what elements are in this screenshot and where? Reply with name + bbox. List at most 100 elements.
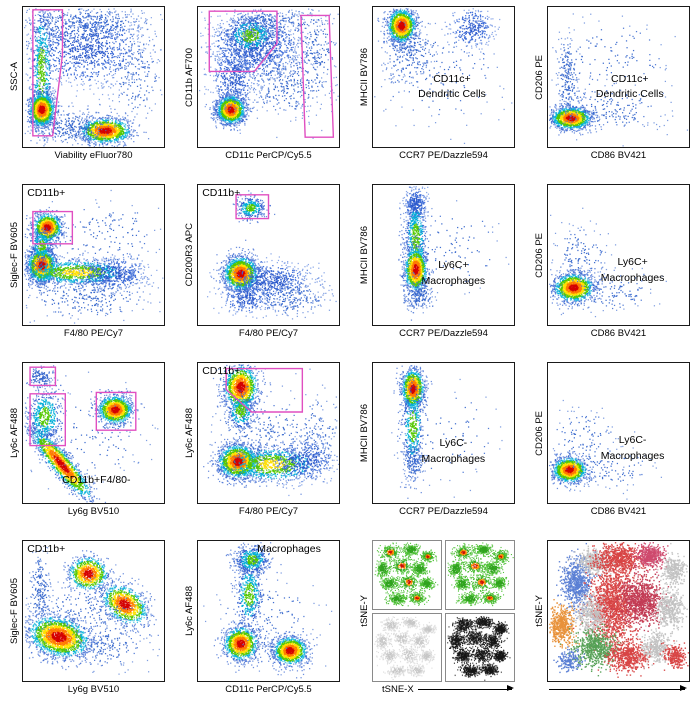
x-axis-label: CD11c PerCP/Cy5.5 (225, 684, 312, 695)
panel-ly6c-vs-f480: Ly6c AF488 CD11b+ F4/80 PE/Cy7 (175, 356, 350, 534)
y-axis: Ly6c AF488 (6, 362, 22, 504)
plot-annotation: Ly6C+ (617, 256, 648, 269)
plot-annotation: Dendritic Cells (418, 88, 486, 101)
density-plot-canvas (23, 363, 164, 503)
tsne-canvas (373, 541, 441, 609)
plot-annotation: CD11b+ (202, 364, 241, 377)
y-axis-label: Ly6c AF488 (8, 408, 20, 458)
plot-annotation: CD11b+F4/80- (62, 473, 131, 486)
panel-mhcii-vs-ccr7-dc: MHCII BV786 CD11c+ Dendritic Cells CCR7 P… (350, 0, 525, 178)
panel-ly6c-vs-ly6g: Ly6c AF488 CD11b+F4/80- Ly6g BV510 (0, 356, 175, 534)
x-axis-label: CD86 BV421 (590, 506, 647, 517)
x-axis-label: CD86 BV421 (590, 150, 647, 161)
x-axis-label: Ly6g BV510 (67, 506, 120, 517)
y-axis-label: Siglec-F BV605 (8, 221, 20, 288)
y-axis-label: MHCII BV786 (358, 47, 370, 107)
plot-area: CD11b+ (22, 540, 165, 682)
panel-cd11b-vs-cd11c: CD11b AF700 CD11c PerCP/Cy5.5 (175, 0, 350, 178)
tsne-mini-black (445, 612, 515, 682)
plot-annotation: Ly6C+ (438, 259, 469, 272)
y-axis: MHCII BV786 (356, 184, 372, 326)
y-axis: SSC-A (6, 6, 22, 148)
plot-annotation: CD11c+ (611, 73, 649, 86)
x-axis-label: CD86 BV421 (590, 328, 647, 339)
y-axis: tSNE-Y (356, 540, 372, 682)
panel-mhcii-vs-ccr7-ly6cpos: MHCII BV786 Ly6C+ Macrophages CCR7 PE/Daz… (350, 178, 525, 356)
plot-annotation: Ly6C- (439, 437, 468, 450)
tsne-mini-gray (372, 612, 442, 682)
y-axis-label: CD206 PE (533, 232, 545, 278)
y-axis-label: CD200R3 APC (183, 223, 195, 287)
plot-annotation: Macrophages (600, 272, 665, 285)
y-axis: CD206 PE (531, 6, 547, 148)
y-axis-label: SSC-A (8, 62, 20, 92)
plot-annotation: CD11b+ (27, 542, 66, 555)
density-plot-canvas (548, 363, 689, 503)
plot-area: Ly6C- Macrophages (547, 362, 690, 504)
panel-ly6c-vs-cd11c: Ly6c AF488 Macrophages CD11c PerCP/Cy5.5 (175, 534, 350, 712)
plot-annotation: Macrophages (600, 450, 665, 463)
y-axis-label: CD206 PE (533, 54, 545, 100)
plot-annotation: Macrophages (421, 452, 486, 465)
panel-ssca-vs-viability: SSC-A Viability eFluor780 (0, 0, 175, 178)
density-plot-canvas (23, 541, 164, 681)
tsne-canvas (446, 541, 514, 609)
y-axis: Siglec-F BV605 (6, 184, 22, 326)
plot-area: Ly6C- Macrophages (372, 362, 515, 504)
density-plot-canvas (23, 185, 164, 325)
y-axis: Siglec-F BV605 (6, 540, 22, 682)
panel-cd206-vs-cd86-dc: CD206 PE CD11c+ Dendritic Cells CD86 BV42… (525, 0, 700, 178)
density-plot-canvas (198, 363, 339, 503)
density-plot-canvas (198, 185, 339, 325)
x-axis-label: F4/80 PE/Cy7 (63, 328, 124, 339)
y-axis: CD206 PE (531, 362, 547, 504)
y-axis-label: Ly6c AF488 (183, 586, 195, 636)
panel-tsne-density-grid: tSNE-Y tSNE-X (350, 534, 525, 712)
plot-area: Macrophages (197, 540, 340, 682)
panel-siglecf-vs-ly6g: Siglec-F BV605 CD11b+ Ly6g BV510 (0, 534, 175, 712)
panel-cd200r3-vs-f480: CD200R3 APC CD11b+ F4/80 PE/Cy7 (175, 178, 350, 356)
x-axis-label: F4/80 PE/Cy7 (238, 328, 299, 339)
x-axis-label: tSNE-X (382, 684, 414, 695)
plot-area (197, 6, 340, 148)
plot-area: CD11b+ (197, 184, 340, 326)
x-axis-label: F4/80 PE/Cy7 (238, 506, 299, 517)
y-axis: tSNE-Y (531, 540, 547, 682)
panel-siglecf-vs-f480: Siglec-F BV605 CD11b+ F4/80 PE/Cy7 (0, 178, 175, 356)
density-plot-canvas (198, 7, 339, 147)
plot-annotation: Macrophages (421, 274, 486, 287)
plot-area: Ly6C+ Macrophages (547, 184, 690, 326)
panel-mhcii-vs-ccr7-ly6cneg: MHCII BV786 Ly6C- Macrophages CCR7 PE/Daz… (350, 356, 525, 534)
x-axis-arrow-icon (549, 685, 687, 692)
density-plot-canvas (548, 185, 689, 325)
tsne-mini-grid (372, 540, 515, 682)
plot-area (547, 540, 690, 682)
tsne-mini-density-2 (445, 540, 515, 610)
y-axis-label: Ly6c AF488 (183, 408, 195, 458)
x-axis-label: CD11c PerCP/Cy5.5 (225, 150, 312, 161)
plot-annotation: CD11b+ (27, 186, 66, 199)
x-axis-label: CCR7 PE/Dazzle594 (399, 506, 488, 517)
y-axis-label: MHCII BV786 (358, 225, 370, 285)
x-axis-label: Ly6g BV510 (67, 684, 120, 695)
panel-cd206-vs-cd86-ly6cneg: CD206 PE Ly6C- Macrophages CD86 BV421 (525, 356, 700, 534)
x-axis-label: CCR7 PE/Dazzle594 (399, 328, 488, 339)
y-axis-label: tSNE-Y (358, 595, 370, 627)
y-axis-label: CD206 PE (533, 410, 545, 456)
y-axis-label: tSNE-Y (533, 595, 545, 627)
plot-area: CD11b+F4/80- (22, 362, 165, 504)
y-axis-label: CD11b AF700 (183, 47, 195, 107)
tsne-canvas (548, 541, 689, 681)
y-axis: Ly6c AF488 (181, 362, 197, 504)
x-axis-arrow-icon (417, 685, 515, 692)
plot-annotation: CD11c+ (433, 73, 471, 86)
plot-area: CD11b+ (22, 184, 165, 326)
plot-annotation: Dendritic Cells (595, 88, 664, 101)
y-axis: CD200R3 APC (181, 184, 197, 326)
plot-area: Ly6C+ Macrophages (372, 184, 515, 326)
plot-area: CD11c+ Dendritic Cells (372, 6, 515, 148)
plot-annotation: CD11b+ (202, 186, 241, 199)
panel-tsne-clusters: tSNE-Y (525, 534, 700, 712)
y-axis: MHCII BV786 (356, 6, 372, 148)
